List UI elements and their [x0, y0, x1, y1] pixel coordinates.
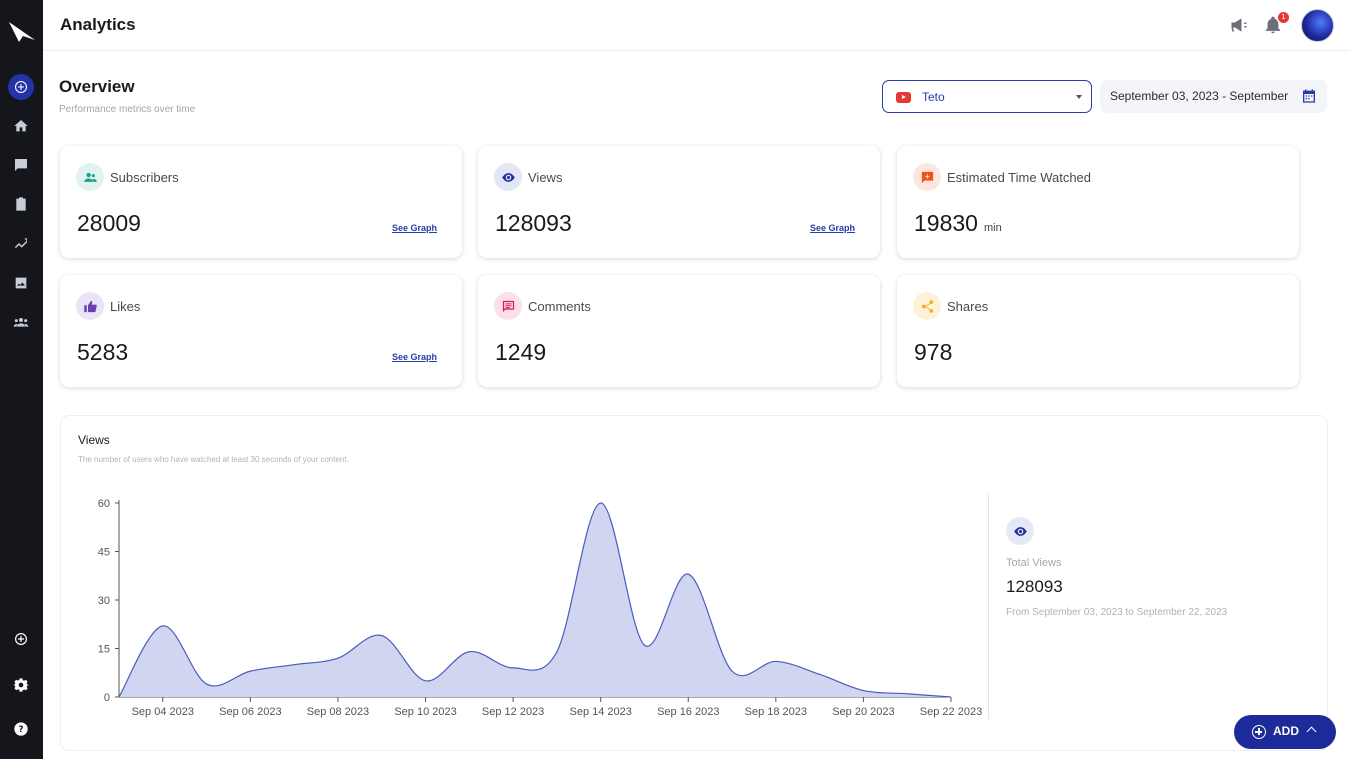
y-tick-label: 30	[98, 595, 110, 607]
divider	[988, 494, 989, 719]
card-value-number: 19830	[914, 210, 978, 236]
svg-text:?: ?	[18, 725, 23, 735]
views-area-fill	[119, 502, 951, 697]
calendar-icon[interactable]	[1301, 88, 1317, 104]
eye-icon	[494, 163, 522, 191]
share-icon	[913, 292, 941, 320]
analytics-icon[interactable]	[8, 230, 34, 256]
channel-select[interactable]: Teto	[882, 80, 1092, 113]
x-tick-label: Sep 16 2023	[657, 706, 719, 718]
x-tick-label: Sep 20 2023	[832, 706, 894, 718]
add-button-label: ADD	[1273, 724, 1299, 738]
page-title: Analytics	[60, 15, 136, 34]
card-label: Comments	[528, 299, 591, 314]
views-card: Views 128093 See Graph	[478, 146, 880, 258]
youtube-icon	[896, 92, 911, 103]
thumb-up-icon	[76, 292, 104, 320]
x-tick-label: Sep 06 2023	[219, 706, 281, 718]
likes-card: Likes 5283 See Graph	[60, 275, 462, 387]
date-range-picker[interactable]: September 03, 2023 - September 22, 2023	[1100, 80, 1327, 113]
total-views-range: From September 03, 2023 to September 22,…	[1006, 607, 1228, 618]
x-tick-label: Sep 10 2023	[394, 706, 456, 718]
logo-icon[interactable]	[7, 18, 37, 44]
add-circle-icon[interactable]	[8, 74, 34, 100]
home-icon[interactable]	[8, 113, 34, 139]
add-button[interactable]: ADD	[1234, 715, 1336, 749]
y-tick-label: 0	[104, 692, 110, 704]
card-value: 1249	[495, 339, 547, 365]
card-value: 5283	[77, 339, 129, 365]
views-series-line	[118, 502, 952, 698]
date-range-value: September 03, 2023 - September 22, 2023	[1110, 89, 1288, 103]
x-tick-label: Sep 08 2023	[307, 706, 369, 718]
x-tick-label: Sep 04 2023	[132, 706, 194, 718]
channel-select-value: Teto	[922, 90, 945, 104]
eye-icon	[1006, 517, 1034, 545]
overview-subtitle: Performance metrics over time	[59, 104, 196, 115]
time-watched-card: Estimated Time Watched 19830 min	[897, 146, 1299, 258]
card-value: 28009	[77, 210, 141, 236]
card-label: Views	[528, 170, 563, 185]
total-views-value: 128093	[1006, 577, 1063, 596]
notification-badge: 1	[1278, 12, 1289, 23]
avatar[interactable]	[1301, 9, 1334, 42]
image-icon[interactable]	[8, 270, 34, 296]
chevron-up-icon	[1306, 726, 1317, 737]
card-unit: min	[983, 222, 1002, 234]
card-value: 978	[914, 339, 953, 365]
people-icon	[76, 163, 104, 191]
see-graph-link[interactable]: See Graph	[392, 223, 438, 233]
help-icon[interactable]: ?	[8, 716, 34, 742]
gear-icon[interactable]	[8, 672, 34, 698]
play-icon	[913, 163, 941, 191]
add-circle-outline-icon[interactable]	[8, 626, 34, 652]
chevron-down-icon	[1076, 95, 1082, 99]
comments-card: Comments 1249	[478, 275, 880, 387]
card-label: Shares	[947, 299, 989, 314]
sidebar: ?	[0, 0, 43, 759]
total-views-label: Total Views	[1006, 557, 1062, 569]
y-tick-label: 45	[98, 547, 110, 559]
comment-icon	[494, 292, 522, 320]
clipboard-icon[interactable]	[8, 191, 34, 217]
x-tick-label: Sep 12 2023	[482, 706, 544, 718]
group-icon[interactable]	[8, 309, 34, 335]
shares-card: Shares 978	[897, 275, 1299, 387]
top-bar: Analytics 1	[43, 0, 1350, 51]
views-area-chart: 0 15 30 45 60 Sep 04 2023 Sep 06 2023 Sep 08 20…	[98, 498, 982, 718]
see-graph-link[interactable]: See Graph	[392, 352, 438, 362]
chat-icon[interactable]	[8, 152, 34, 178]
overview-title: Overview	[59, 77, 135, 96]
add-icon	[1252, 725, 1266, 739]
card-label: Estimated Time Watched	[947, 170, 1092, 185]
card-value: 19830 min	[914, 210, 1002, 237]
y-tick-label: 15	[98, 644, 110, 656]
card-value: 128093	[495, 210, 572, 236]
x-tick-label: Sep 14 2023	[569, 706, 631, 718]
bell-icon[interactable]: 1	[1263, 12, 1289, 37]
card-label: Likes	[110, 299, 141, 314]
chart-subtitle: The number of users who have watched at …	[78, 455, 349, 464]
see-graph-link[interactable]: See Graph	[810, 223, 856, 233]
card-label: Subscribers	[110, 170, 179, 185]
y-tick-label: 60	[98, 498, 110, 510]
megaphone-icon[interactable]	[1229, 15, 1251, 37]
chart-title: Views	[78, 433, 110, 447]
x-tick-label: Sep 18 2023	[745, 706, 807, 718]
x-tick-label: Sep 22 2023	[920, 706, 982, 718]
views-chart-panel: Views The number of users who have watch…	[60, 415, 1328, 751]
subscribers-card: Subscribers 28009 See Graph	[60, 146, 462, 258]
